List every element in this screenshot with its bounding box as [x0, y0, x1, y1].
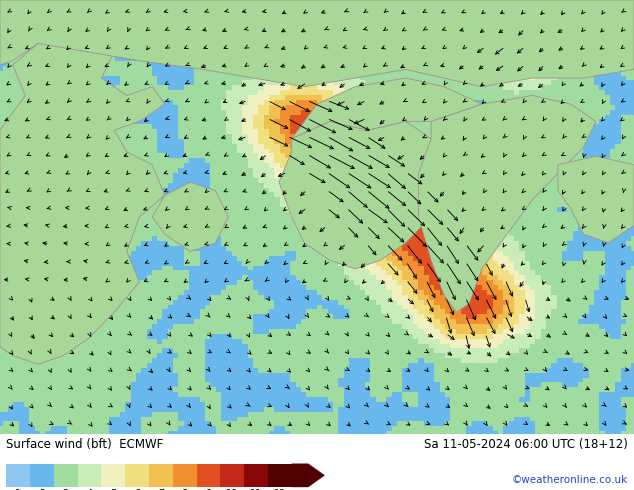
Bar: [268, 464, 292, 487]
Text: Sa 11-05-2024 06:00 UTC (18+12): Sa 11-05-2024 06:00 UTC (18+12): [424, 438, 628, 451]
Bar: [101, 464, 126, 487]
Bar: [77, 464, 101, 487]
FancyArrow shape: [292, 464, 325, 487]
Text: ©weatheronline.co.uk: ©weatheronline.co.uk: [512, 475, 628, 486]
Bar: [126, 464, 149, 487]
Bar: [197, 464, 220, 487]
Bar: [244, 464, 268, 487]
Bar: [30, 464, 54, 487]
Bar: [172, 464, 197, 487]
Bar: [54, 464, 77, 487]
Bar: [221, 464, 244, 487]
Text: Surface wind (bft)  ECMWF: Surface wind (bft) ECMWF: [6, 438, 164, 451]
Bar: [6, 464, 30, 487]
Bar: [149, 464, 172, 487]
